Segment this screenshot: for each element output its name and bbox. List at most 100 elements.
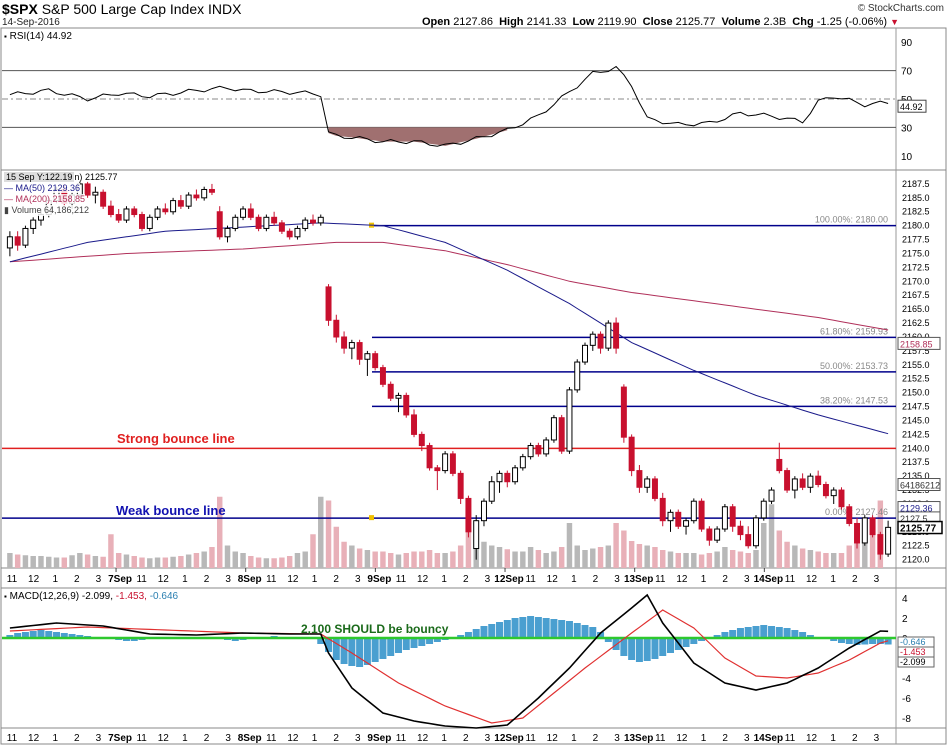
volume-bar	[753, 550, 759, 568]
bottom-time-axis-label: 3	[355, 733, 361, 744]
time-axis-label: 14Sep	[754, 574, 783, 585]
volume-bar	[613, 523, 619, 568]
volume-bar	[504, 549, 511, 568]
candle-body	[558, 417, 565, 452]
ticker-exchange: INDX	[208, 1, 242, 17]
legend-suffix: n)	[74, 172, 83, 182]
volume-bar	[395, 554, 402, 568]
macd-histogram-bar	[768, 626, 776, 638]
bottom-time-axis-label: 3	[614, 733, 620, 744]
volume-legend-icon: ▮	[4, 205, 9, 215]
candle-body	[364, 353, 371, 360]
ohlc-readout: Open 2127.86 High 2141.33 Low 2119.90 Cl…	[422, 16, 899, 28]
volume-bar	[512, 551, 518, 568]
candle-body	[162, 208, 169, 213]
rsi-value-tag-text: 44.92	[900, 102, 923, 112]
time-axis-label: 9Sep	[367, 574, 391, 585]
price-tick-label: 2180.0	[902, 221, 930, 231]
macd-histogram-bar	[363, 638, 371, 665]
macd-histogram-bar	[760, 625, 768, 638]
candle-body	[480, 500, 487, 522]
volume-bar	[310, 534, 316, 568]
volume-bar	[792, 545, 798, 568]
candle-body	[372, 353, 379, 369]
candle-body	[760, 500, 767, 519]
volume-bar	[286, 556, 293, 568]
volume-bar	[683, 553, 689, 568]
candle-body	[597, 333, 604, 349]
time-axis-label: 11	[136, 574, 147, 585]
down-arrow-icon: ▼	[890, 17, 900, 27]
volume-bar	[652, 547, 658, 568]
bottom-time-axis-label: 2	[593, 733, 599, 744]
macd-histogram-bar	[231, 638, 239, 641]
macd-histogram-bar	[752, 626, 760, 638]
macd-histogram-bar	[643, 638, 651, 661]
candle-body	[869, 517, 876, 536]
volume-bar	[201, 551, 207, 568]
volume-bar	[830, 553, 837, 568]
bottom-time-axis-label: 12	[28, 733, 40, 744]
candle-body	[698, 500, 705, 530]
macd-histogram-bar	[876, 638, 884, 644]
volume-bar	[761, 523, 767, 568]
bottom-time-axis-label: 1	[571, 733, 577, 744]
macd-histogram-bar	[433, 638, 441, 642]
macd-histogram-bar	[122, 638, 130, 641]
price-tick-label: 2120.0	[902, 555, 930, 565]
bottom-time-axis-label: 11	[785, 733, 796, 744]
candle-body	[255, 216, 262, 229]
candle-body	[465, 497, 472, 533]
volume-bar	[162, 557, 169, 568]
time-axis-label: 3	[744, 574, 750, 585]
candle-body	[379, 367, 386, 385]
volume-bar	[714, 551, 720, 568]
open-value: 2127.86	[453, 16, 493, 28]
candle-body	[333, 319, 340, 338]
candle-body	[620, 386, 627, 438]
weak-bounce-label: Weak bounce line	[116, 503, 226, 518]
volume-bar	[403, 553, 409, 568]
price-tick-label: 2140.0	[902, 443, 930, 453]
macd-histogram-bar	[340, 638, 348, 664]
candle-body	[310, 219, 316, 224]
candle-body	[201, 188, 208, 199]
price-tick-label: 2152.5	[902, 374, 930, 384]
volume-bar	[706, 553, 713, 568]
volume-bar	[590, 548, 596, 568]
candle-body	[193, 194, 200, 199]
volume-bar	[38, 556, 44, 568]
macd-histogram-bar	[348, 638, 356, 666]
volume-bar	[496, 547, 503, 568]
time-axis-label: 12	[676, 574, 688, 585]
candle-body	[418, 433, 425, 447]
macd-tick-label: 2	[902, 614, 908, 625]
macd-histogram-bar	[527, 616, 535, 638]
volume-bar	[776, 530, 783, 568]
bottom-time-axis-label: 3	[744, 733, 750, 744]
candle-body	[395, 394, 402, 399]
macd-legend-icon: ▪	[4, 592, 7, 601]
volume-bar	[644, 545, 650, 568]
candle-body	[706, 528, 713, 541]
time-axis-label: 11	[266, 574, 277, 585]
bottom-time-axis-label: 12	[287, 733, 299, 744]
macd-signal-tag-text: -1.453	[900, 647, 926, 657]
time-axis-label: 3	[225, 574, 231, 585]
rsi-value-tag	[897, 99, 927, 113]
volume-bar	[535, 550, 542, 568]
volume-bar	[768, 504, 775, 568]
candle-body	[123, 208, 130, 221]
volume-bar	[7, 553, 13, 568]
volume-bar	[193, 553, 200, 568]
bottom-time-axis-label: 2	[722, 733, 728, 744]
bottom-time-axis-label: 2	[74, 733, 80, 744]
candle-body	[426, 445, 433, 469]
time-axis-label: 2	[204, 574, 210, 585]
bottom-time-axis-label: 12	[806, 733, 818, 744]
volume-bar	[271, 558, 277, 568]
volume-bar	[745, 553, 751, 568]
macd-histogram-bar	[488, 624, 496, 638]
volume-bar	[807, 550, 814, 568]
ma200-legend: — MA(200) 2158.85	[4, 194, 86, 204]
